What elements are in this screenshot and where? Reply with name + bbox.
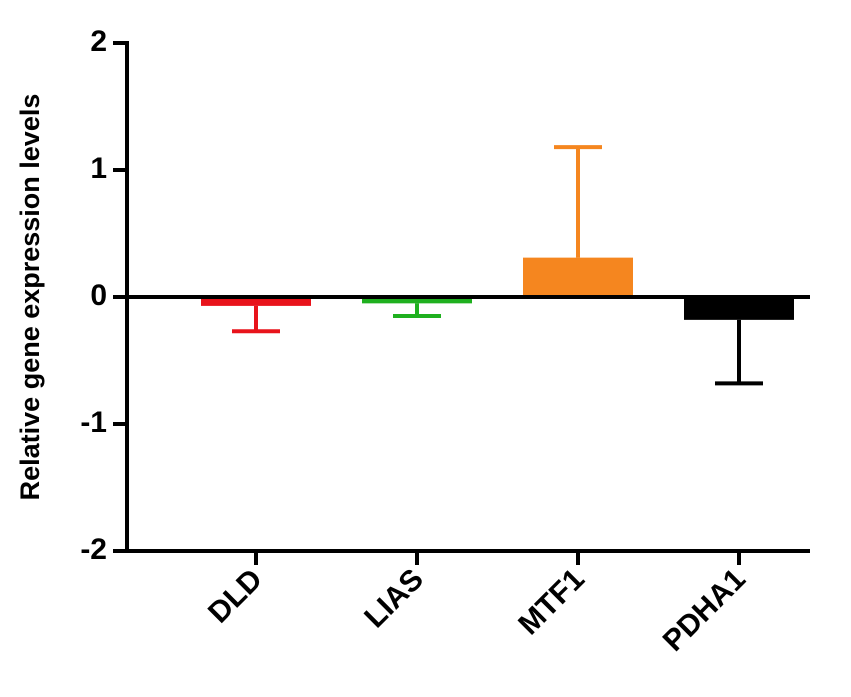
bar [362,297,472,304]
x-tick-label: PDHA1 [657,563,752,658]
y-axis-label: Relative gene expression levels [15,94,45,501]
x-tick-label: DLD [202,563,269,630]
bar [684,297,794,320]
y-tick-label: 0 [90,279,107,312]
y-tick-label: 2 [90,25,107,58]
y-tick-label: -1 [80,406,107,439]
bar [201,297,311,306]
x-tick-label: LIAS [358,563,430,635]
bar [523,257,633,297]
x-tick-label: MTF1 [512,563,591,642]
y-tick-label: 1 [90,152,107,185]
y-tick-label: -2 [80,533,107,566]
